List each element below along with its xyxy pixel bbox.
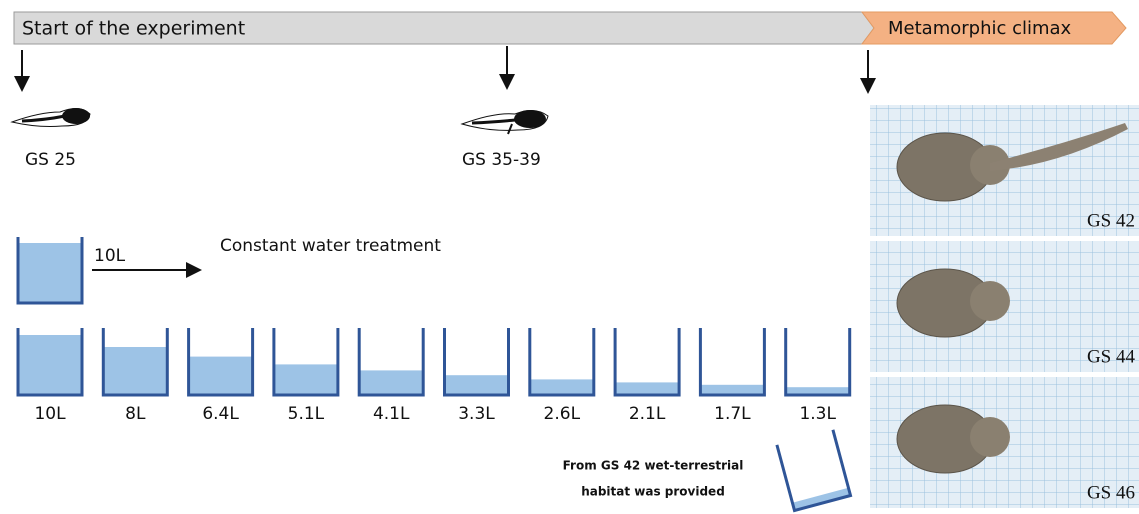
- water: [188, 356, 253, 395]
- container: [16, 237, 84, 305]
- stage-label: GS 25: [25, 150, 76, 170]
- container-label: 8L: [125, 404, 146, 424]
- frog-tail: [990, 123, 1128, 171]
- container: [528, 328, 596, 397]
- note-line: habitat was provided: [581, 485, 725, 499]
- photo-label: GS 46: [1087, 482, 1135, 503]
- container: [443, 328, 510, 397]
- container: [784, 328, 852, 397]
- frog-head: [970, 417, 1010, 457]
- water: [444, 375, 509, 395]
- water: [103, 347, 168, 395]
- container-label: 6.4L: [202, 404, 239, 424]
- photo-label: GS 42: [1087, 210, 1135, 231]
- container-label: 2.6L: [544, 404, 581, 424]
- container-label: 5.1L: [288, 404, 325, 424]
- water: [359, 370, 424, 395]
- container-label: 10L: [34, 404, 66, 424]
- container: [613, 328, 681, 397]
- water: [18, 243, 82, 303]
- water: [529, 379, 594, 395]
- tadpole: [10, 108, 91, 127]
- photo-label: GS 44: [1087, 346, 1136, 367]
- constant-text: Constant water treatment: [220, 236, 441, 256]
- tadpole-legged: [460, 110, 549, 135]
- note-line: From GS 42 wet-terrestrial: [563, 459, 744, 473]
- water: [18, 335, 82, 395]
- water: [785, 387, 850, 395]
- container-label: 1.7L: [714, 404, 751, 424]
- container: [698, 328, 766, 397]
- arrows: [14, 46, 876, 278]
- water: [615, 382, 680, 395]
- container-label: 1.3L: [799, 404, 836, 424]
- container-label: 4.1L: [373, 404, 410, 424]
- container-label: 3.3L: [458, 404, 495, 424]
- water: [700, 384, 765, 395]
- container: [101, 328, 169, 397]
- container: [357, 328, 425, 397]
- water: [273, 364, 338, 395]
- container-label: 2.1L: [629, 404, 666, 424]
- container: [272, 328, 340, 397]
- container: [187, 328, 255, 397]
- timeline-end: Metamorphic climax: [888, 18, 1072, 39]
- container: [16, 328, 84, 397]
- timeline-start: Start of the experiment: [22, 18, 245, 40]
- tilted-container: [775, 429, 853, 513]
- stage-label: GS 35-39: [462, 150, 541, 170]
- frog-head: [970, 281, 1010, 321]
- constant-volume: 10L: [94, 246, 126, 266]
- climax-bar: [861, 11, 1127, 45]
